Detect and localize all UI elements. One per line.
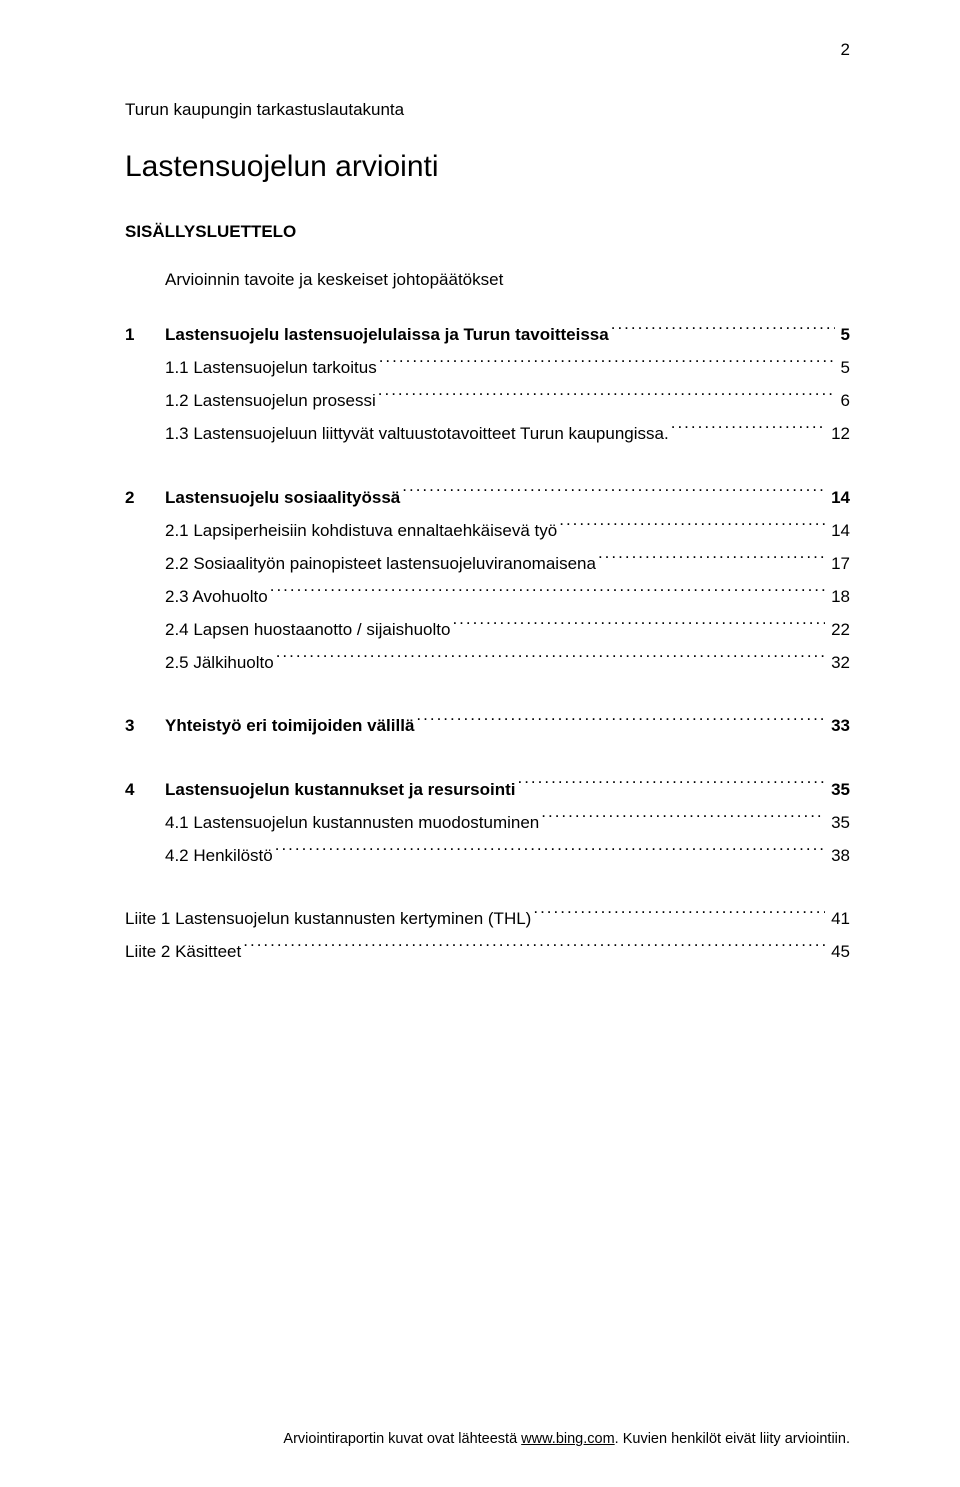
toc-section: 2Lastensuojelu sosiaalityössä 142.1 Laps… bbox=[125, 481, 850, 680]
toc-page: 45 bbox=[827, 935, 850, 968]
toc-line: 2.5 Jälkihuolto 32 bbox=[125, 646, 850, 679]
toc-leader bbox=[402, 486, 825, 503]
toc-number: 4 bbox=[125, 773, 165, 806]
toc-line: 2.1 Lapsiperheisiin kohdistuva ennaltaeh… bbox=[125, 514, 850, 547]
toc-label: Liite 1 Lastensuojelun kustannusten kert… bbox=[125, 902, 531, 935]
toc-page: 12 bbox=[827, 417, 850, 450]
toc-label: 2.5 Jälkihuolto bbox=[125, 646, 274, 679]
toc-leader bbox=[533, 907, 825, 924]
toc-label: 4.2 Henkilöstö bbox=[125, 839, 273, 872]
toc-line: 2.4 Lapsen huostaanotto / sijaishuolto 2… bbox=[125, 613, 850, 646]
toc-page: 5 bbox=[837, 318, 850, 351]
toc-line: 1.3 Lastensuojeluun liittyvät valtuustot… bbox=[125, 417, 850, 450]
toc-label: 2.4 Lapsen huostaanotto / sijaishuolto bbox=[125, 613, 450, 646]
page-number: 2 bbox=[841, 40, 850, 60]
toc-leader bbox=[275, 844, 825, 861]
toc-page: 33 bbox=[827, 709, 850, 742]
toc-label: Lastensuojelu sosiaalityössä bbox=[165, 481, 400, 514]
toc-line: 1.2 Lastensuojelun prosessi 6 bbox=[125, 384, 850, 417]
toc-section: 1Lastensuojelu lastensuojelulaissa ja Tu… bbox=[125, 318, 850, 451]
toc-leader bbox=[541, 811, 825, 828]
toc-line: 2.3 Avohuolto 18 bbox=[125, 580, 850, 613]
toc-page: 22 bbox=[827, 613, 850, 646]
organization-name: Turun kaupungin tarkastuslautakunta bbox=[125, 100, 850, 120]
toc-page: 5 bbox=[837, 351, 850, 384]
toc-intro-line: Arvioinnin tavoite ja keskeiset johtopää… bbox=[125, 270, 850, 290]
toc-line: 2.2 Sosiaalityön painopisteet lastensuoj… bbox=[125, 547, 850, 580]
toc-label: 1.2 Lastensuojelun prosessi bbox=[125, 384, 376, 417]
toc-number: 1 bbox=[125, 318, 165, 351]
toc-page: 17 bbox=[827, 547, 850, 580]
toc-line: 4.2 Henkilöstö 38 bbox=[125, 839, 850, 872]
footer-prefix: Arviointiraportin kuvat ovat lähteestä bbox=[283, 1431, 521, 1447]
footer-note: Arviointiraportin kuvat ovat lähteestä w… bbox=[283, 1431, 850, 1447]
toc-line: Liite 2 Käsitteet 45 bbox=[125, 935, 850, 968]
toc-page: 38 bbox=[827, 839, 850, 872]
toc-label: 2.2 Sosiaalityön painopisteet lastensuoj… bbox=[125, 547, 596, 580]
toc-leader bbox=[270, 585, 825, 602]
toc-page: 18 bbox=[827, 580, 850, 613]
toc-label: 1.3 Lastensuojeluun liittyvät valtuustot… bbox=[125, 417, 669, 450]
toc-leader bbox=[611, 323, 835, 340]
toc-line: 3Yhteistyö eri toimijoiden välillä 33 bbox=[125, 709, 850, 742]
toc-line: 4.1 Lastensuojelun kustannusten muodostu… bbox=[125, 806, 850, 839]
toc-number: 2 bbox=[125, 481, 165, 514]
toc-leader bbox=[671, 422, 825, 439]
toc-line: 1Lastensuojelu lastensuojelulaissa ja Tu… bbox=[125, 318, 850, 351]
toc-label: 2.1 Lapsiperheisiin kohdistuva ennaltaeh… bbox=[125, 514, 557, 547]
toc-page: 35 bbox=[827, 773, 850, 806]
toc-page: 32 bbox=[827, 646, 850, 679]
toc-leader bbox=[598, 552, 825, 569]
toc-leader bbox=[378, 389, 835, 406]
toc-leader bbox=[276, 651, 825, 668]
toc-section: 4Lastensuojelun kustannukset ja resursoi… bbox=[125, 773, 850, 872]
toc-label: Liite 2 Käsitteet bbox=[125, 935, 241, 968]
document-title: Lastensuojelun arviointi bbox=[125, 150, 850, 184]
toc-label: 2.3 Avohuolto bbox=[125, 580, 268, 613]
toc-label: 1.1 Lastensuojelun tarkoitus bbox=[125, 351, 377, 384]
toc-page: 6 bbox=[837, 384, 850, 417]
toc-page: 14 bbox=[827, 481, 850, 514]
toc-label: Lastensuojelu lastensuojelulaissa ja Tur… bbox=[165, 318, 609, 351]
toc-appendices: Liite 1 Lastensuojelun kustannusten kert… bbox=[125, 902, 850, 968]
footer-suffix: . Kuvien henkilöt eivät liity arviointii… bbox=[615, 1431, 850, 1447]
toc-line: 4Lastensuojelun kustannukset ja resursoi… bbox=[125, 773, 850, 806]
toc-label: Lastensuojelun kustannukset ja resursoin… bbox=[165, 773, 515, 806]
toc-label: Yhteistyö eri toimijoiden välillä bbox=[165, 709, 414, 742]
toc-number: 3 bbox=[125, 709, 165, 742]
toc-line: 2Lastensuojelu sosiaalityössä 14 bbox=[125, 481, 850, 514]
toc-page: 35 bbox=[827, 806, 850, 839]
toc-heading: SISÄLLYSLUETTELO bbox=[125, 222, 850, 242]
toc-leader bbox=[243, 940, 825, 957]
toc-leader bbox=[517, 778, 825, 795]
toc-leader bbox=[452, 618, 825, 635]
toc-leader bbox=[559, 519, 825, 536]
toc-page: 14 bbox=[827, 514, 850, 547]
toc-body: 1Lastensuojelu lastensuojelulaissa ja Tu… bbox=[125, 318, 850, 968]
toc-page: 41 bbox=[827, 902, 850, 935]
footer-link[interactable]: www.bing.com bbox=[521, 1431, 614, 1447]
toc-line: Liite 1 Lastensuojelun kustannusten kert… bbox=[125, 902, 850, 935]
toc-section: 3Yhteistyö eri toimijoiden välillä 33 bbox=[125, 709, 850, 742]
toc-leader bbox=[416, 714, 825, 731]
toc-leader bbox=[379, 356, 835, 373]
toc-line: 1.1 Lastensuojelun tarkoitus 5 bbox=[125, 351, 850, 384]
toc-label: 4.1 Lastensuojelun kustannusten muodostu… bbox=[125, 806, 539, 839]
